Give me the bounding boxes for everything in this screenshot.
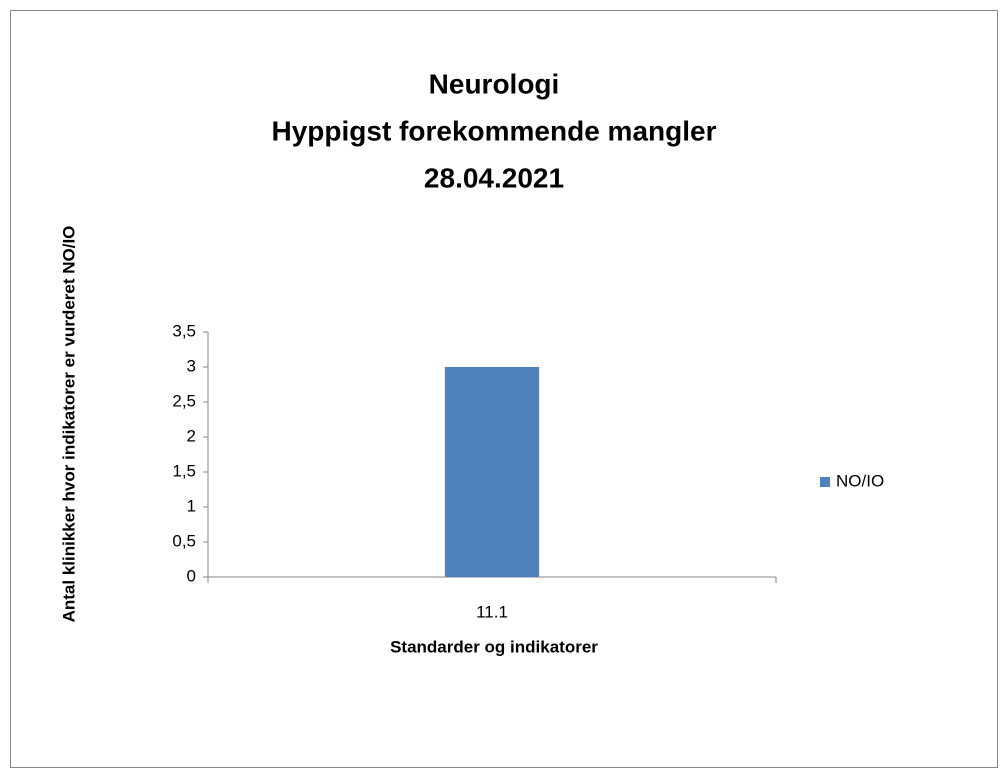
y-tick-label: 0,5 bbox=[172, 531, 196, 550]
chart-title: Hyppigst forekommende mangler bbox=[272, 115, 717, 146]
y-tick-label: 1,5 bbox=[172, 461, 196, 480]
bar bbox=[444, 367, 540, 577]
y-tick-label: 3 bbox=[187, 356, 196, 375]
y-tick-label: 2 bbox=[187, 426, 196, 445]
legend-swatch bbox=[820, 477, 830, 487]
x-tick-label: 11.1 bbox=[476, 602, 508, 621]
chart-title: Neurologi bbox=[429, 68, 560, 99]
y-tick-label: 2,5 bbox=[172, 391, 196, 410]
x-axis-label: Standarder og indikatorer bbox=[390, 637, 598, 656]
y-axis-label: Antal klinikker hvor indikatorer er vurd… bbox=[59, 226, 78, 623]
legend-label: NO/IO bbox=[836, 471, 884, 490]
y-tick-label: 0 bbox=[187, 566, 196, 585]
chart-title: 28.04.2021 bbox=[424, 162, 564, 193]
y-tick-label: 3,5 bbox=[172, 321, 196, 340]
y-tick-label: 1 bbox=[187, 496, 196, 515]
